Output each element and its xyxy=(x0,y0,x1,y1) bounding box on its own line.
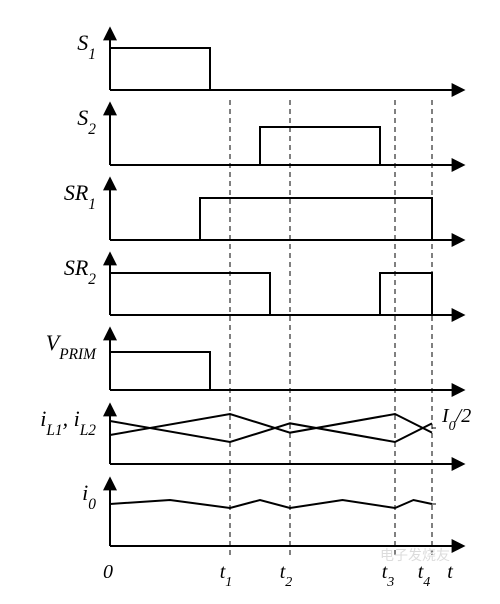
VPRIM-label: VPRIM xyxy=(46,330,97,363)
xlabel-t₄: t4 xyxy=(418,561,431,590)
i0-wave xyxy=(110,500,432,508)
S2-wave xyxy=(260,127,380,165)
VPRIM-wave xyxy=(110,352,210,390)
i0-label: i0 xyxy=(82,480,96,513)
timing-diagram: S1 S2 SR1 SR2 VPRIM iL1, iL2 i0 I0/2 0 t1 t2 t3 t4 t电… xyxy=(0,0,500,604)
xlabel-0: 0 xyxy=(103,561,113,583)
iL-wave-a xyxy=(110,414,432,435)
i0-half-label: I0/2 xyxy=(441,405,471,434)
xlabel-t₂: t2 xyxy=(280,561,293,590)
SR2-wave xyxy=(110,273,432,315)
S1-wave xyxy=(110,48,210,90)
S1-label: S1 xyxy=(77,30,96,63)
SR1-wave xyxy=(200,198,432,240)
SR2-label: SR2 xyxy=(64,255,96,288)
iL-wave-b xyxy=(110,421,432,442)
watermark: 电子发烧友 xyxy=(380,547,450,563)
xlabel-t: t xyxy=(447,561,453,583)
xlabel-t₃: t3 xyxy=(382,561,395,590)
S2-label: S2 xyxy=(77,105,96,138)
SR1-label: SR1 xyxy=(64,180,96,213)
iL-label: iL1, iL2 xyxy=(40,406,96,439)
xlabel-t₁: t1 xyxy=(220,561,233,590)
diagram-svg: S1 S2 SR1 SR2 VPRIM iL1, iL2 i0 I0/2 0 t1 t2 t3 t4 t电… xyxy=(0,0,500,604)
